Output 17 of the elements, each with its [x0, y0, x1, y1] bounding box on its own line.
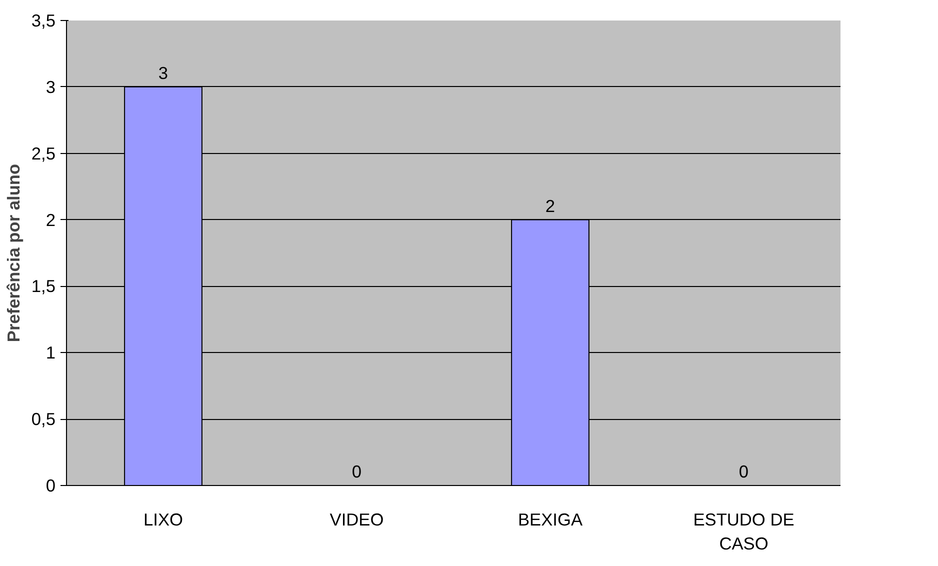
y-axis-title: Preferência por aluno	[3, 164, 24, 342]
y-tick-label: 1	[46, 342, 56, 363]
y-tick-label: 0	[46, 476, 56, 496]
x-tick-label: BEXIGA	[518, 510, 583, 530]
y-tick-label: 2	[46, 210, 56, 230]
y-tick-label: 3,5	[31, 10, 56, 30]
data-label: 0	[352, 462, 362, 482]
data-label: 0	[738, 462, 749, 482]
y-tick-label: 2,5	[31, 143, 56, 164]
data-label: 3	[158, 62, 168, 83]
x-tick-label: ESTUDO DE CASO	[693, 510, 794, 554]
data-label: 2	[545, 196, 556, 216]
y-tick-label: 1,5	[31, 276, 56, 296]
y-tick-label: 3	[46, 76, 56, 97]
x-tick-label: VIDEO	[330, 510, 384, 530]
x-tick-label: LIXO	[144, 510, 184, 530]
y-tick-label: 0,5	[31, 409, 56, 430]
